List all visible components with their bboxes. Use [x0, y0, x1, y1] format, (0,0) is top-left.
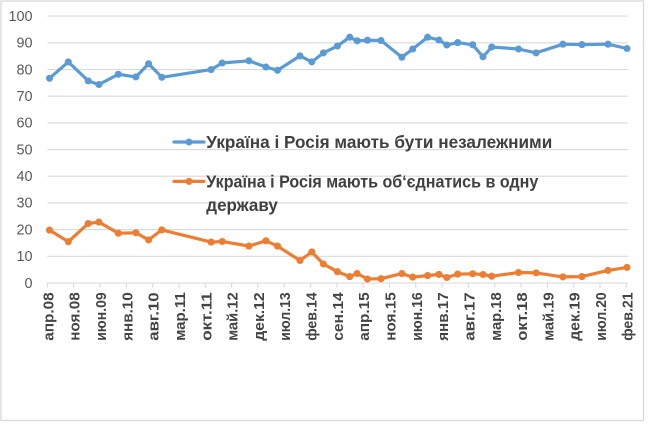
svg-text:авг.17: авг.17 [462, 292, 478, 341]
svg-text:мар.18: мар.18 [489, 292, 505, 341]
svg-text:70: 70 [16, 89, 32, 105]
svg-text:ноя.08: ноя.08 [68, 292, 84, 341]
svg-text:фев.14: фев.14 [305, 292, 321, 341]
svg-text:30: 30 [16, 196, 32, 212]
svg-text:Україна і Росія мають об‘єднат: Україна і Росія мають об‘єднатись в одну [206, 172, 538, 192]
svg-text:сен.14: сен.14 [331, 292, 347, 341]
svg-text:державу: державу [206, 195, 278, 215]
svg-text:июл.20: июл.20 [594, 292, 610, 341]
svg-text:июл.13: июл.13 [278, 292, 294, 341]
svg-text:окт.11: окт.11 [199, 292, 215, 341]
svg-text:авг.10: авг.10 [147, 292, 163, 341]
svg-text:10: 10 [16, 249, 32, 265]
svg-text:окт.18: окт.18 [515, 292, 531, 341]
svg-text:100: 100 [8, 9, 32, 25]
svg-text:дек.12: дек.12 [252, 292, 268, 341]
svg-text:90: 90 [16, 36, 32, 52]
svg-text:янв.17: янв.17 [436, 292, 452, 341]
svg-text:60: 60 [16, 116, 32, 132]
svg-text:Україна і Росія мають бути нез: Україна і Росія мають бути незалежними [206, 132, 552, 152]
svg-text:80: 80 [16, 62, 32, 78]
svg-text:фев.21: фев.21 [620, 292, 636, 341]
svg-text:май.19: май.19 [541, 292, 557, 341]
svg-text:0: 0 [24, 276, 32, 292]
svg-text:янв.10: янв.10 [120, 292, 136, 341]
svg-text:апр.15: апр.15 [357, 292, 373, 341]
svg-text:дек.19: дек.19 [568, 292, 584, 341]
svg-text:июн.16: июн.16 [410, 292, 426, 341]
svg-text:ноя.15: ноя.15 [384, 292, 400, 341]
svg-text:май.12: май.12 [226, 292, 242, 341]
svg-text:40: 40 [16, 169, 32, 185]
svg-text:апр.08: апр.08 [41, 292, 57, 341]
svg-text:июн.09: июн.09 [94, 292, 110, 341]
svg-text:50: 50 [16, 142, 32, 158]
svg-text:20: 20 [16, 222, 32, 238]
svg-text:мар.11: мар.11 [173, 292, 189, 341]
